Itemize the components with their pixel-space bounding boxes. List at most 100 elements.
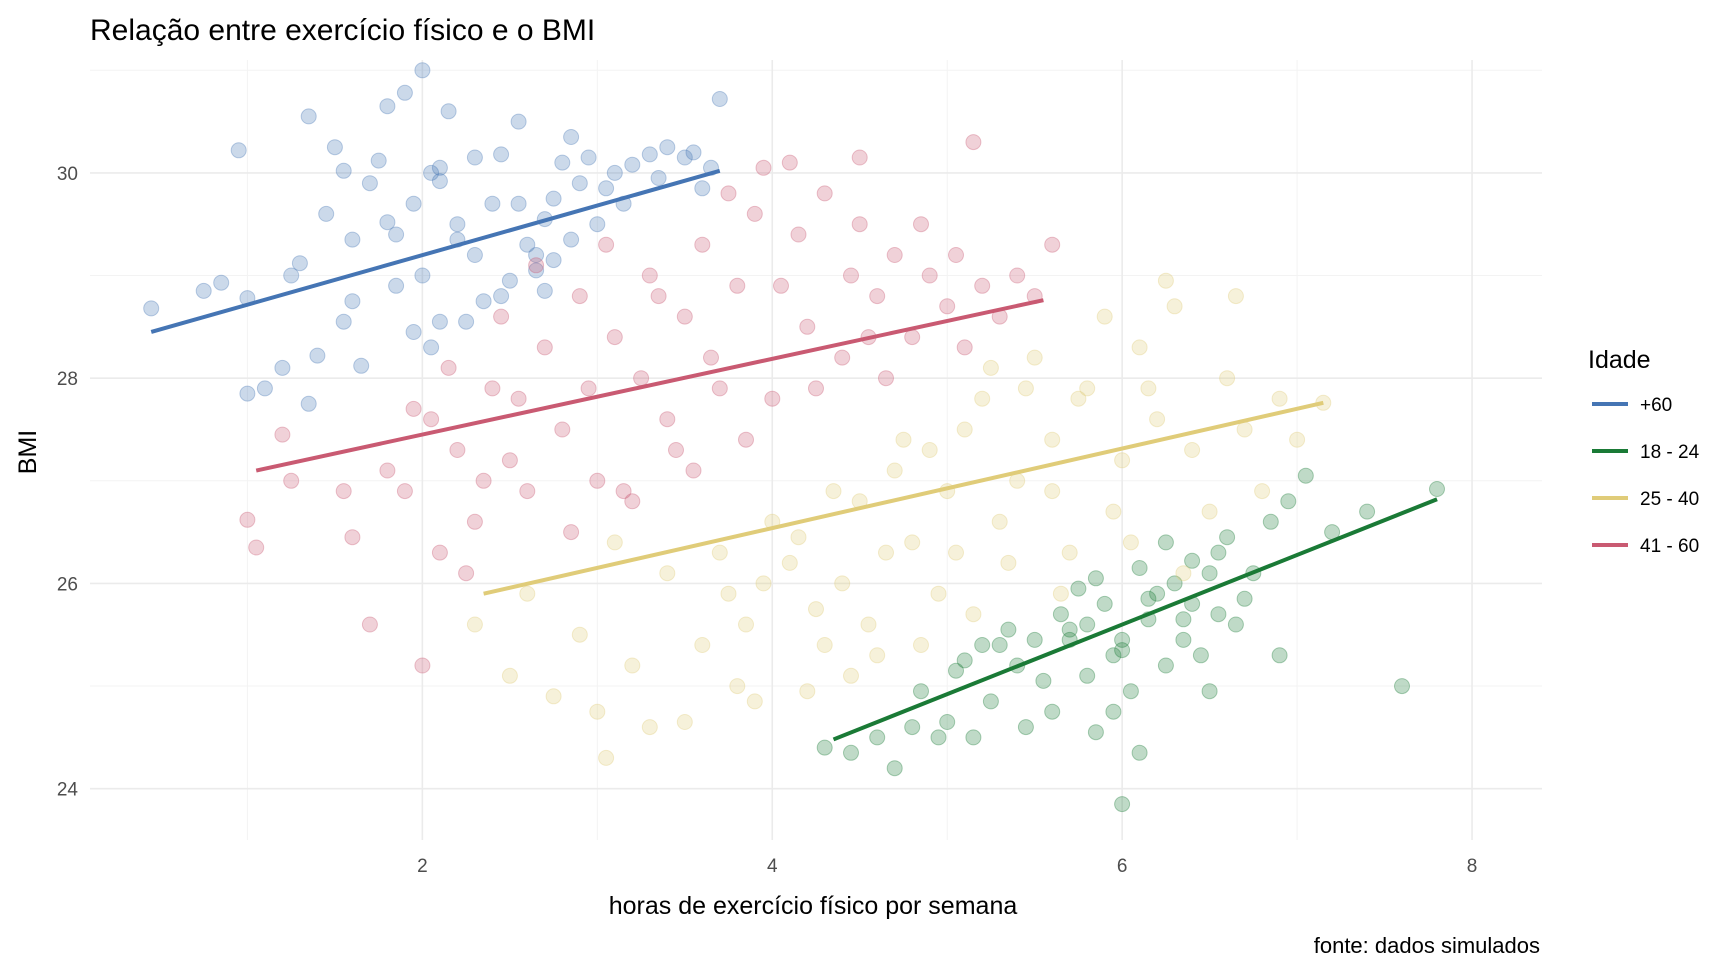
data-point (974, 277, 991, 294)
data-point (746, 205, 763, 222)
data-point (379, 462, 396, 479)
data-point (790, 529, 807, 546)
data-point (571, 626, 588, 643)
data-point (423, 411, 440, 428)
data-point (344, 293, 361, 310)
data-point (291, 255, 308, 272)
data-point (335, 313, 352, 330)
data-point (510, 113, 527, 130)
data-point (405, 324, 422, 340)
data-point (143, 300, 160, 317)
data-point (956, 652, 973, 669)
data-point (431, 173, 448, 190)
data-point (1297, 467, 1314, 484)
data-point (816, 185, 833, 202)
data-points (143, 62, 1445, 813)
data-point (659, 565, 676, 582)
data-point (213, 274, 230, 291)
data-point (1044, 703, 1061, 720)
data-point (676, 308, 693, 325)
chart-title: Relação entre exercício físico e o BMI (90, 14, 595, 47)
data-point (519, 483, 536, 500)
data-point (396, 483, 413, 500)
data-point (676, 714, 693, 730)
data-point (676, 149, 693, 166)
data-point (738, 616, 754, 633)
data-point (405, 400, 422, 417)
x-tick-label: 2 (417, 856, 428, 877)
data-point (711, 380, 728, 397)
data-point (878, 370, 894, 387)
data-point (641, 719, 658, 736)
data-point (1079, 380, 1096, 397)
data-point (1131, 339, 1148, 356)
data-point (493, 146, 510, 163)
data-point (379, 98, 396, 115)
data-point (1131, 744, 1148, 761)
data-point (1201, 683, 1218, 700)
data-point (982, 359, 999, 376)
data-point (239, 385, 256, 402)
data-point (1096, 595, 1113, 612)
data-point (641, 267, 658, 284)
data-point (974, 390, 991, 407)
legend-label: 18 - 24 (1640, 442, 1700, 463)
data-point (939, 714, 956, 730)
data-point (335, 162, 352, 179)
data-point (466, 513, 483, 530)
data-point (545, 252, 562, 269)
data-point (335, 483, 352, 500)
data-point (948, 247, 964, 263)
y-axis-ticks: 24 26 28 30 (57, 164, 79, 801)
data-point (1044, 431, 1061, 448)
data-point (1236, 421, 1253, 438)
data-point (965, 729, 982, 746)
data-point (974, 637, 991, 653)
data-point (1070, 580, 1087, 597)
data-point (545, 190, 562, 207)
data-point (878, 544, 894, 561)
data-point (781, 154, 798, 171)
data-point (1114, 796, 1131, 813)
trend-line (255, 298, 1044, 473)
data-point (1096, 308, 1113, 325)
data-point (606, 164, 623, 181)
data-point (659, 139, 676, 156)
legend-items: +60 18 - 24 25 - 40 41 - 60 (1592, 395, 1700, 557)
data-point (1175, 611, 1192, 628)
data-point (475, 293, 492, 310)
data-point (1201, 503, 1218, 520)
data-point (1122, 683, 1139, 700)
data-point (589, 216, 606, 233)
data-point (834, 575, 851, 592)
data-point (1227, 616, 1244, 633)
trend-line (150, 168, 721, 334)
trend-line (483, 400, 1324, 596)
data-point (764, 390, 781, 407)
data-point (528, 247, 545, 263)
data-point (256, 380, 273, 397)
data-point (493, 308, 510, 325)
data-point (598, 180, 615, 197)
data-point (755, 575, 772, 592)
data-point (1192, 647, 1209, 664)
x-tick-label: 6 (1117, 856, 1128, 877)
legend-item: 18 - 24 (1592, 442, 1700, 463)
legend-label: 41 - 60 (1640, 536, 1699, 557)
y-tick-label: 28 (57, 369, 78, 390)
data-point (519, 585, 536, 602)
data-point (1289, 431, 1306, 448)
data-point (388, 277, 405, 294)
data-point (720, 585, 737, 602)
data-point (694, 180, 711, 197)
data-point (816, 739, 833, 756)
data-point (353, 357, 370, 374)
data-point (1201, 565, 1218, 582)
data-point (624, 493, 641, 510)
data-point (274, 359, 291, 376)
y-tick-label: 26 (57, 574, 78, 595)
data-point (1429, 481, 1445, 497)
data-point (1000, 621, 1017, 638)
data-point (1140, 380, 1157, 397)
data-point (1219, 370, 1236, 387)
